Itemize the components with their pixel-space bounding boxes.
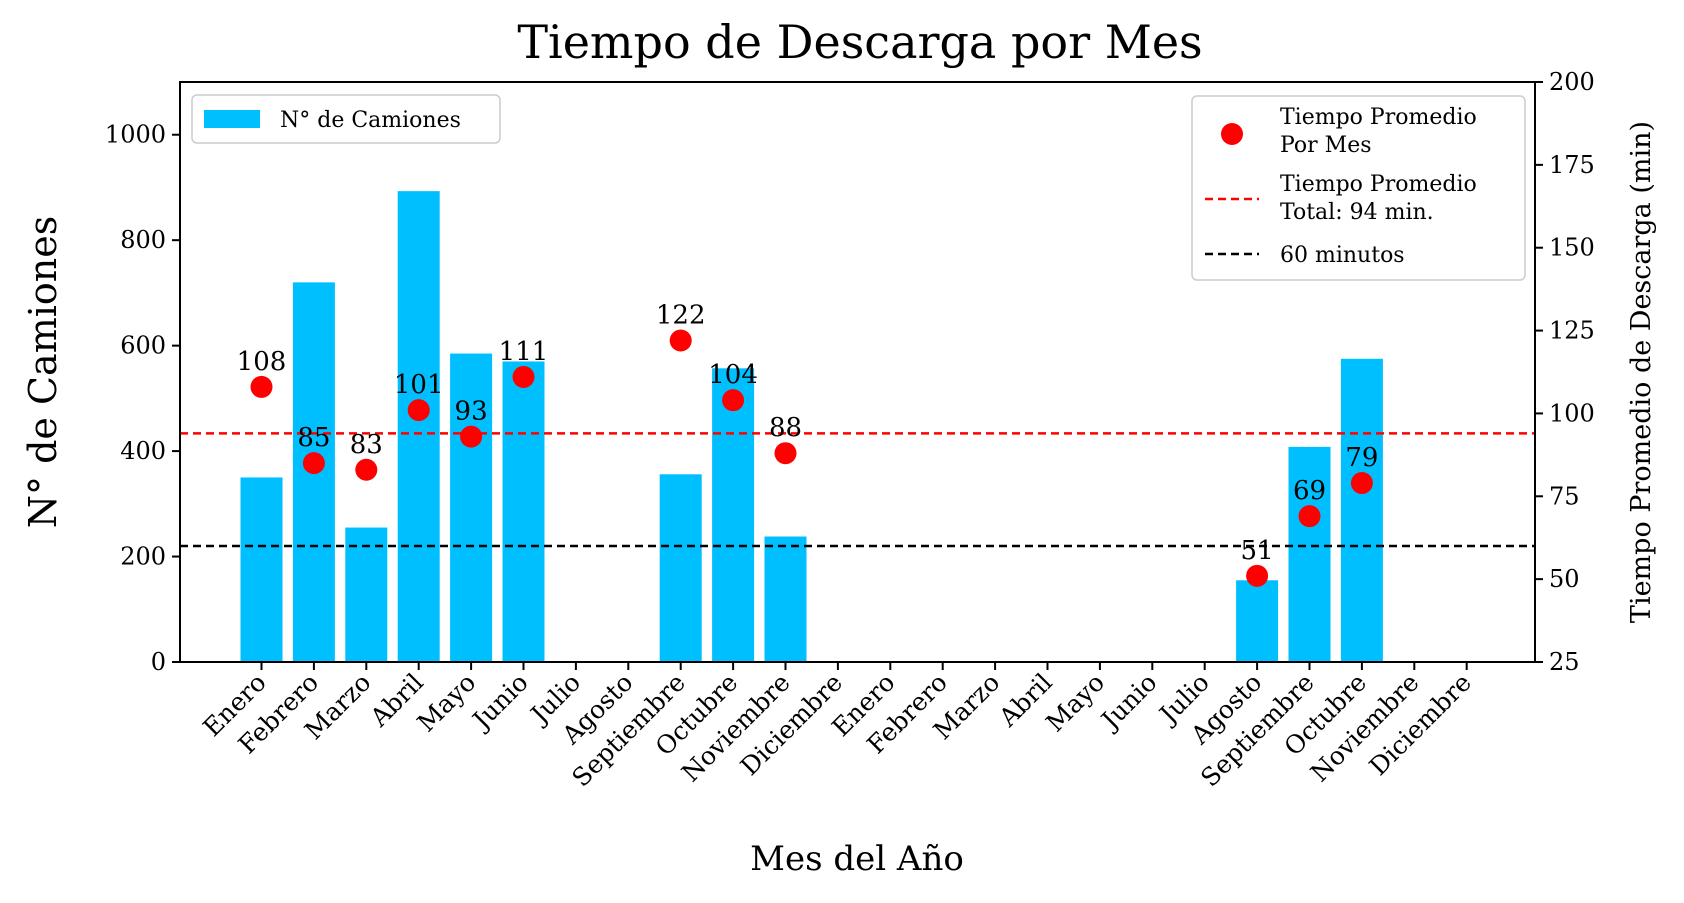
- data-label: 101: [394, 370, 444, 400]
- y-tick-label: 600: [120, 332, 166, 360]
- legend-right-box: [1191, 95, 1526, 281]
- y2-tick-label: 200: [1549, 68, 1595, 96]
- plot-frame: [179, 81, 1536, 663]
- y2-tick-label: 175: [1549, 151, 1595, 179]
- data-label: 69: [1293, 476, 1326, 506]
- y2-tick-label: 50: [1549, 565, 1580, 593]
- data-point: [407, 399, 430, 422]
- data-label: 111: [499, 337, 549, 367]
- y2-tick-label: 125: [1549, 317, 1595, 345]
- data-label: 51: [1241, 536, 1274, 566]
- data-point: [512, 365, 535, 388]
- y-axis-label-left: N° de Camiones: [21, 216, 65, 528]
- data-label: 104: [708, 360, 758, 390]
- legend-total-line-label: Tiempo Promedio Total: 94 min.: [1280, 172, 1477, 225]
- legend-left: N° de Camiones: [191, 94, 501, 144]
- data-label: 88: [769, 413, 802, 443]
- bar: [502, 361, 545, 662]
- y2-tick-label: 25: [1549, 648, 1580, 676]
- y-tick-label: 200: [120, 543, 166, 571]
- bar: [712, 368, 755, 662]
- bar: [1340, 358, 1383, 662]
- bar: [1288, 446, 1331, 662]
- y-tick-label: 0: [151, 648, 166, 676]
- data-point: [1350, 472, 1373, 495]
- data-point: [355, 458, 378, 481]
- data-label: 85: [297, 423, 330, 453]
- y-tick-label: 800: [120, 226, 166, 254]
- bar: [450, 353, 493, 662]
- data-point: [302, 452, 325, 475]
- data-point: [460, 425, 483, 448]
- bar: [240, 477, 283, 662]
- legend-point-swatch: [1221, 123, 1243, 145]
- bars-layer: [240, 191, 1383, 663]
- data-point: [669, 329, 692, 352]
- data-point: [1246, 564, 1269, 587]
- y-tick-label: 400: [120, 437, 166, 465]
- legend-left-box: [191, 94, 501, 144]
- y-axis-label-right: Tiempo Promedio de Descarga (min): [1626, 121, 1657, 623]
- reference-lines-layer: [180, 432, 1535, 548]
- legend-point-label: Tiempo Promedio Por Mes: [1280, 105, 1477, 158]
- y2-tick-label: 75: [1549, 482, 1580, 510]
- legend-right: Tiempo Promedio Por Mes Tiempo Promedio To…: [1191, 95, 1526, 281]
- bar: [659, 474, 702, 662]
- legend-60-line-label: 60 minutos: [1280, 243, 1405, 268]
- legend-bar-swatch: [204, 110, 260, 128]
- bar: [345, 527, 388, 662]
- data-label: 122: [656, 301, 706, 331]
- y2-tick-label: 150: [1549, 234, 1595, 262]
- bar: [1236, 580, 1279, 662]
- right-axis-ticks: 25 50 75 100 125 150 175 200: [1535, 68, 1595, 676]
- data-label: 83: [350, 430, 383, 460]
- data-point: [1298, 505, 1321, 528]
- x-axis-label: Mes del Año: [750, 839, 964, 879]
- bar: [397, 191, 440, 663]
- legend-bar-label: N° de Camiones: [280, 108, 461, 133]
- data-label: 93: [455, 397, 488, 427]
- data-label: 108: [237, 347, 287, 377]
- data-point: [722, 389, 745, 412]
- y-tick-label: 1000: [105, 121, 166, 149]
- y2-tick-label: 100: [1549, 399, 1595, 427]
- data-label: 79: [1345, 443, 1378, 473]
- bar: [764, 536, 807, 662]
- data-point: [250, 375, 273, 398]
- left-axis-ticks: 0 200 400 600 800 1000: [105, 121, 180, 676]
- data-point: [774, 442, 797, 465]
- chart-title: Tiempo de Descarga por Mes: [517, 15, 1202, 69]
